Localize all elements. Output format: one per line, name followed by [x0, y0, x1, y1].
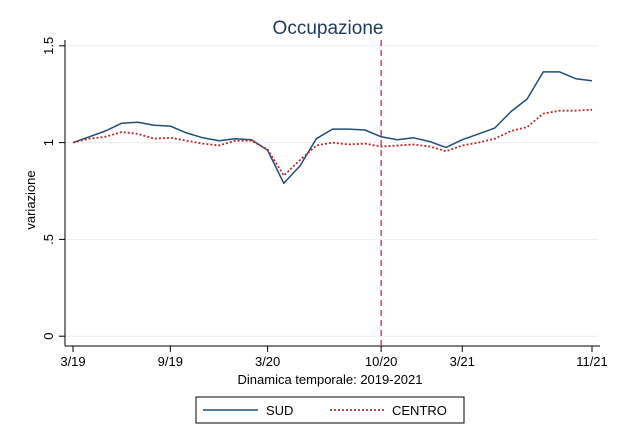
series-group — [72, 71, 593, 185]
x-tick-label: 10/20 — [365, 354, 398, 369]
y-axis-title: variazione — [23, 170, 38, 229]
x-axis-title: Dinamica temporale: 2019-2021 — [238, 372, 423, 387]
x-tick-label: 3/21 — [450, 354, 475, 369]
y-tick-label: .5 — [41, 234, 56, 245]
y-tick-label: 1.5 — [41, 37, 56, 55]
chart-title: Occupazione — [273, 18, 384, 39]
series-line-sud — [72, 71, 593, 185]
x-tick-label: 3/20 — [255, 354, 280, 369]
y-tick-label: 0 — [41, 333, 56, 340]
legend-centro-label: CENTRO — [392, 403, 447, 418]
legend-sud-label: SUD — [266, 403, 293, 418]
y-tick-label: 1 — [41, 139, 56, 146]
x-tick-label: 3/19 — [60, 354, 85, 369]
x-tick-label: 9/19 — [158, 354, 183, 369]
axes: 0 .5 1 1.5 3/19 9/19 3/20 10/20 3/21 11/21 — [41, 37, 608, 369]
x-tick-label: 11/21 — [576, 354, 608, 369]
series-line-centro — [72, 108, 593, 177]
gridlines — [65, 45, 598, 337]
legend: SUD CENTRO — [195, 396, 465, 424]
